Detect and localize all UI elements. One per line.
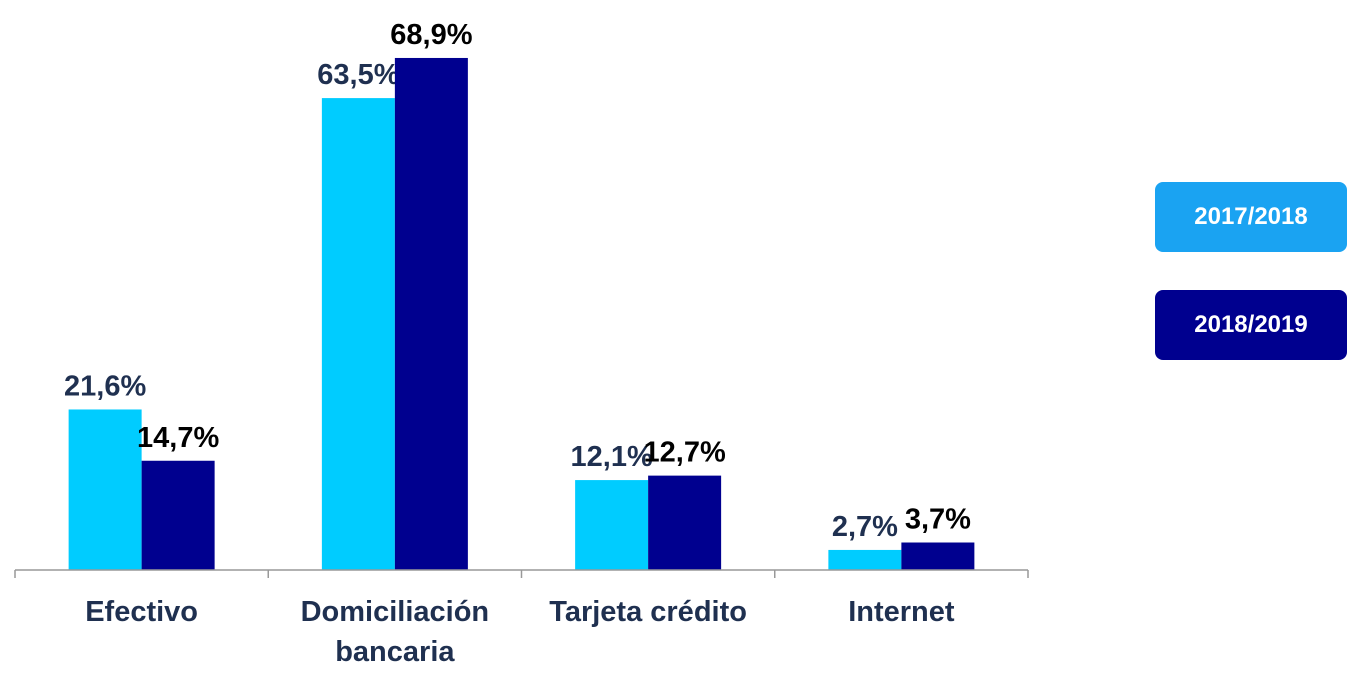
bar (68, 409, 142, 570)
bar (901, 542, 975, 570)
x-tick-label: Efectivo (85, 596, 199, 628)
value-label: 3,7% (905, 504, 971, 536)
bar (321, 98, 395, 570)
value-label: 68,9% (390, 19, 472, 51)
legend-entry: 2017/2018 (1155, 182, 1347, 252)
x-tick-label: Domiciliación bancaria (300, 596, 490, 668)
bar (648, 475, 722, 570)
legend-entry: 2018/2019 (1155, 290, 1347, 360)
value-label: 2,7% (832, 511, 898, 543)
x-tick-label: Internet (848, 596, 955, 628)
value-label: 21,6% (64, 370, 146, 402)
value-label: 63,5% (317, 59, 399, 91)
bar (141, 460, 215, 570)
value-label: 12,1% (571, 441, 653, 473)
bar (828, 549, 902, 570)
value-label: 12,7% (644, 437, 726, 469)
bar (394, 57, 468, 570)
x-tick-label: Tarjeta crédito (549, 596, 747, 628)
bar (575, 480, 649, 570)
value-label: 14,7% (137, 422, 219, 454)
